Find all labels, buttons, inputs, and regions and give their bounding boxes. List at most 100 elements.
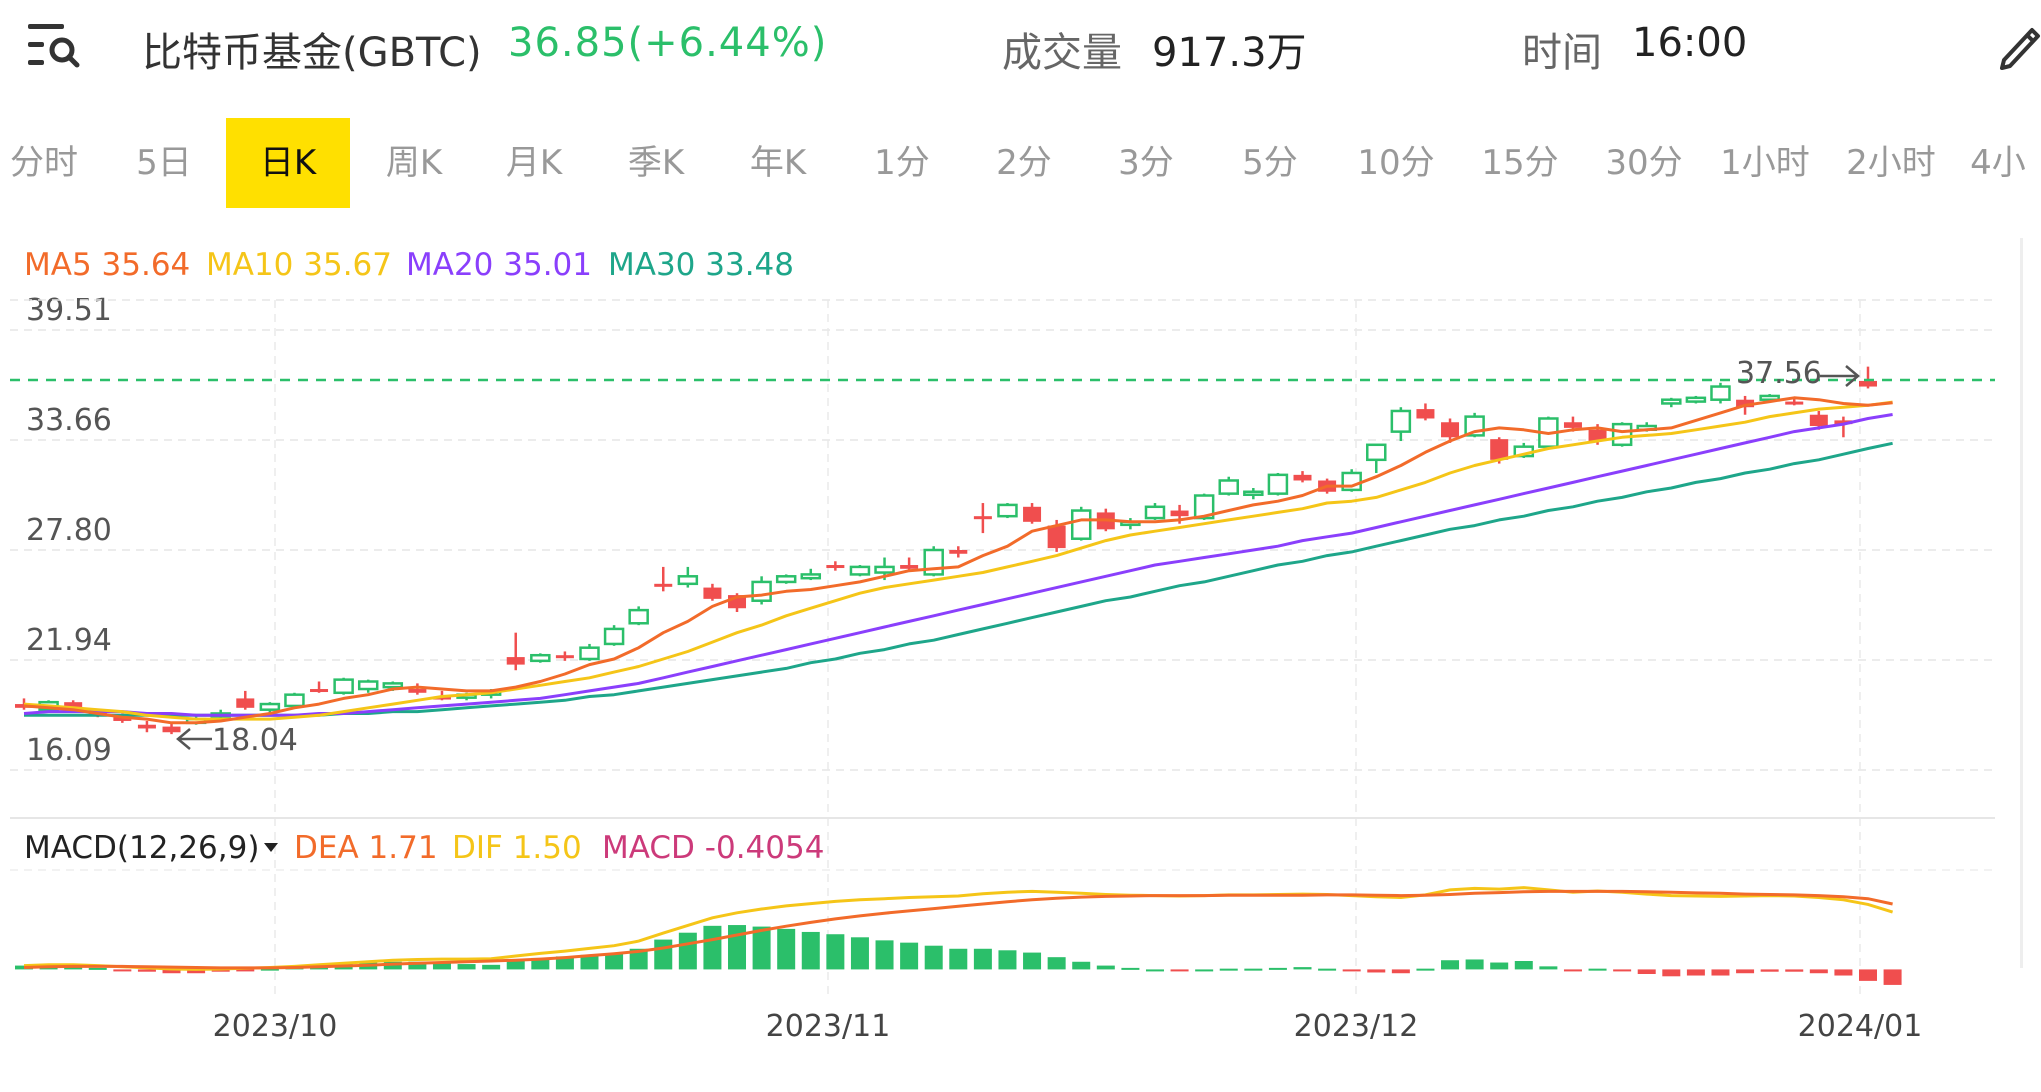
macd-bar bbox=[1686, 969, 1705, 976]
macd-bar bbox=[1293, 967, 1312, 970]
macd-dropdown-icon bbox=[264, 843, 278, 852]
candle-up bbox=[1661, 398, 1682, 405]
tab-3[interactable]: 周K bbox=[385, 143, 443, 183]
tab-16[interactable]: 4小 bbox=[1970, 143, 2026, 183]
candle-down bbox=[703, 587, 722, 599]
y-tick-label: 39.51 bbox=[26, 293, 112, 328]
min-arrow-head bbox=[176, 728, 191, 750]
macd-bar bbox=[531, 957, 550, 970]
macd-bar bbox=[1490, 962, 1509, 970]
ma10-line bbox=[23, 400, 1893, 721]
tab-11[interactable]: 10分 bbox=[1357, 143, 1435, 183]
macd-bar bbox=[654, 939, 673, 970]
menu-search-icon[interactable] bbox=[28, 22, 80, 68]
tab-8[interactable]: 2分 bbox=[996, 143, 1052, 183]
tab-1[interactable]: 5日 bbox=[136, 143, 192, 183]
candle-up bbox=[677, 575, 699, 586]
max-arrow-head bbox=[1845, 365, 1860, 387]
macd-bar bbox=[1268, 967, 1287, 970]
min-price-label: 18.04 bbox=[212, 723, 298, 758]
tab-15[interactable]: 2小时 bbox=[1846, 143, 1936, 183]
candle-up bbox=[628, 608, 649, 625]
ma30-line bbox=[24, 441, 1893, 717]
macd-bar bbox=[482, 964, 501, 970]
macd-bar bbox=[162, 969, 181, 974]
macd-bar bbox=[1809, 969, 1828, 974]
macd-bar bbox=[555, 956, 574, 970]
candle-up bbox=[874, 565, 895, 574]
dif-legend: DIF 1.50 bbox=[452, 830, 582, 866]
macd-bar bbox=[432, 962, 451, 970]
tab-10[interactable]: 5分 bbox=[1242, 143, 1298, 183]
macd-bar bbox=[408, 961, 427, 970]
macd-bar bbox=[1416, 968, 1435, 971]
candle-up bbox=[382, 682, 404, 689]
macd-bar bbox=[900, 942, 919, 970]
pencil-icon[interactable] bbox=[1996, 20, 2041, 70]
candle-down bbox=[64, 702, 83, 708]
y-tick-label: 16.09 bbox=[26, 733, 112, 768]
macd-bar bbox=[801, 931, 820, 970]
macd-bar bbox=[752, 926, 771, 970]
candle-down bbox=[1736, 399, 1755, 408]
macd-bar bbox=[605, 953, 624, 970]
macd-bar bbox=[1465, 959, 1484, 970]
macd-bar bbox=[1514, 961, 1533, 970]
candle-up bbox=[1267, 473, 1289, 495]
candle-up bbox=[1144, 505, 1166, 520]
stock-title[interactable]: 比特币基金(GBTC) bbox=[142, 30, 482, 76]
candle-up bbox=[1218, 479, 1239, 495]
candle-down bbox=[1785, 401, 1804, 405]
candle-up bbox=[775, 575, 797, 584]
macd-bar bbox=[1121, 967, 1140, 970]
tab-5[interactable]: 季K bbox=[627, 143, 685, 183]
candle-up bbox=[1611, 422, 1633, 447]
time-label: 时间 bbox=[1522, 30, 1602, 76]
macd-bar bbox=[1613, 969, 1632, 972]
candle-down bbox=[408, 689, 427, 693]
candle-down bbox=[949, 550, 968, 554]
x-tick-label: 2023/10 bbox=[213, 1009, 338, 1044]
candle-up bbox=[1193, 494, 1215, 520]
macd-bar bbox=[1145, 969, 1164, 972]
macd-bar bbox=[113, 969, 132, 972]
tab-4[interactable]: 月K bbox=[505, 143, 563, 183]
macd-bar bbox=[1170, 969, 1189, 972]
tab-2[interactable]: 日K bbox=[226, 118, 350, 208]
candle-up bbox=[1759, 394, 1780, 401]
kline-chart[interactable]: 39.51 33.66 27.80 21.94 16.09 2023/10 2023/11 2… bbox=[0, 230, 2041, 1092]
tab-9[interactable]: 3分 bbox=[1118, 143, 1174, 183]
candle-up bbox=[1070, 509, 1092, 540]
tab-13[interactable]: 30分 bbox=[1605, 143, 1683, 183]
time-value: 16:00 bbox=[1632, 20, 1748, 66]
macd-bar bbox=[678, 932, 697, 970]
macd-bar bbox=[580, 954, 599, 970]
candle-down bbox=[506, 657, 525, 665]
tab-0[interactable]: 分时 bbox=[10, 143, 78, 183]
macd-bar bbox=[777, 928, 796, 970]
candle-up bbox=[259, 702, 281, 711]
macd-bar bbox=[1023, 952, 1042, 970]
macd-bar bbox=[1859, 969, 1877, 981]
macd-bar bbox=[1072, 961, 1091, 970]
candle-up bbox=[800, 573, 822, 580]
y-tick-label: 21.94 bbox=[26, 623, 112, 658]
candle-down bbox=[113, 717, 132, 721]
macd-bar bbox=[1244, 968, 1263, 971]
macd-bar bbox=[1760, 969, 1779, 972]
candle-down bbox=[1416, 409, 1435, 419]
macd-bar bbox=[137, 969, 156, 972]
macd-bar bbox=[211, 969, 230, 972]
candle-down bbox=[137, 724, 156, 729]
ma30-legend: MA30 33.48 bbox=[608, 247, 794, 283]
tab-12[interactable]: 15分 bbox=[1481, 143, 1559, 183]
header-bar: 比特币基金(GBTC) 36.85(+6.44%) 成交量 917.3万 时间 … bbox=[0, 0, 2041, 100]
candle-up bbox=[997, 503, 1018, 518]
tab-14[interactable]: 1小时 bbox=[1720, 143, 1810, 183]
macd-bar bbox=[88, 967, 107, 970]
macd-bar bbox=[826, 934, 845, 970]
macd-bar bbox=[1711, 969, 1730, 976]
candle-down bbox=[973, 516, 992, 520]
tab-7[interactable]: 1分 bbox=[874, 143, 930, 183]
tab-6[interactable]: 年K bbox=[749, 143, 807, 183]
